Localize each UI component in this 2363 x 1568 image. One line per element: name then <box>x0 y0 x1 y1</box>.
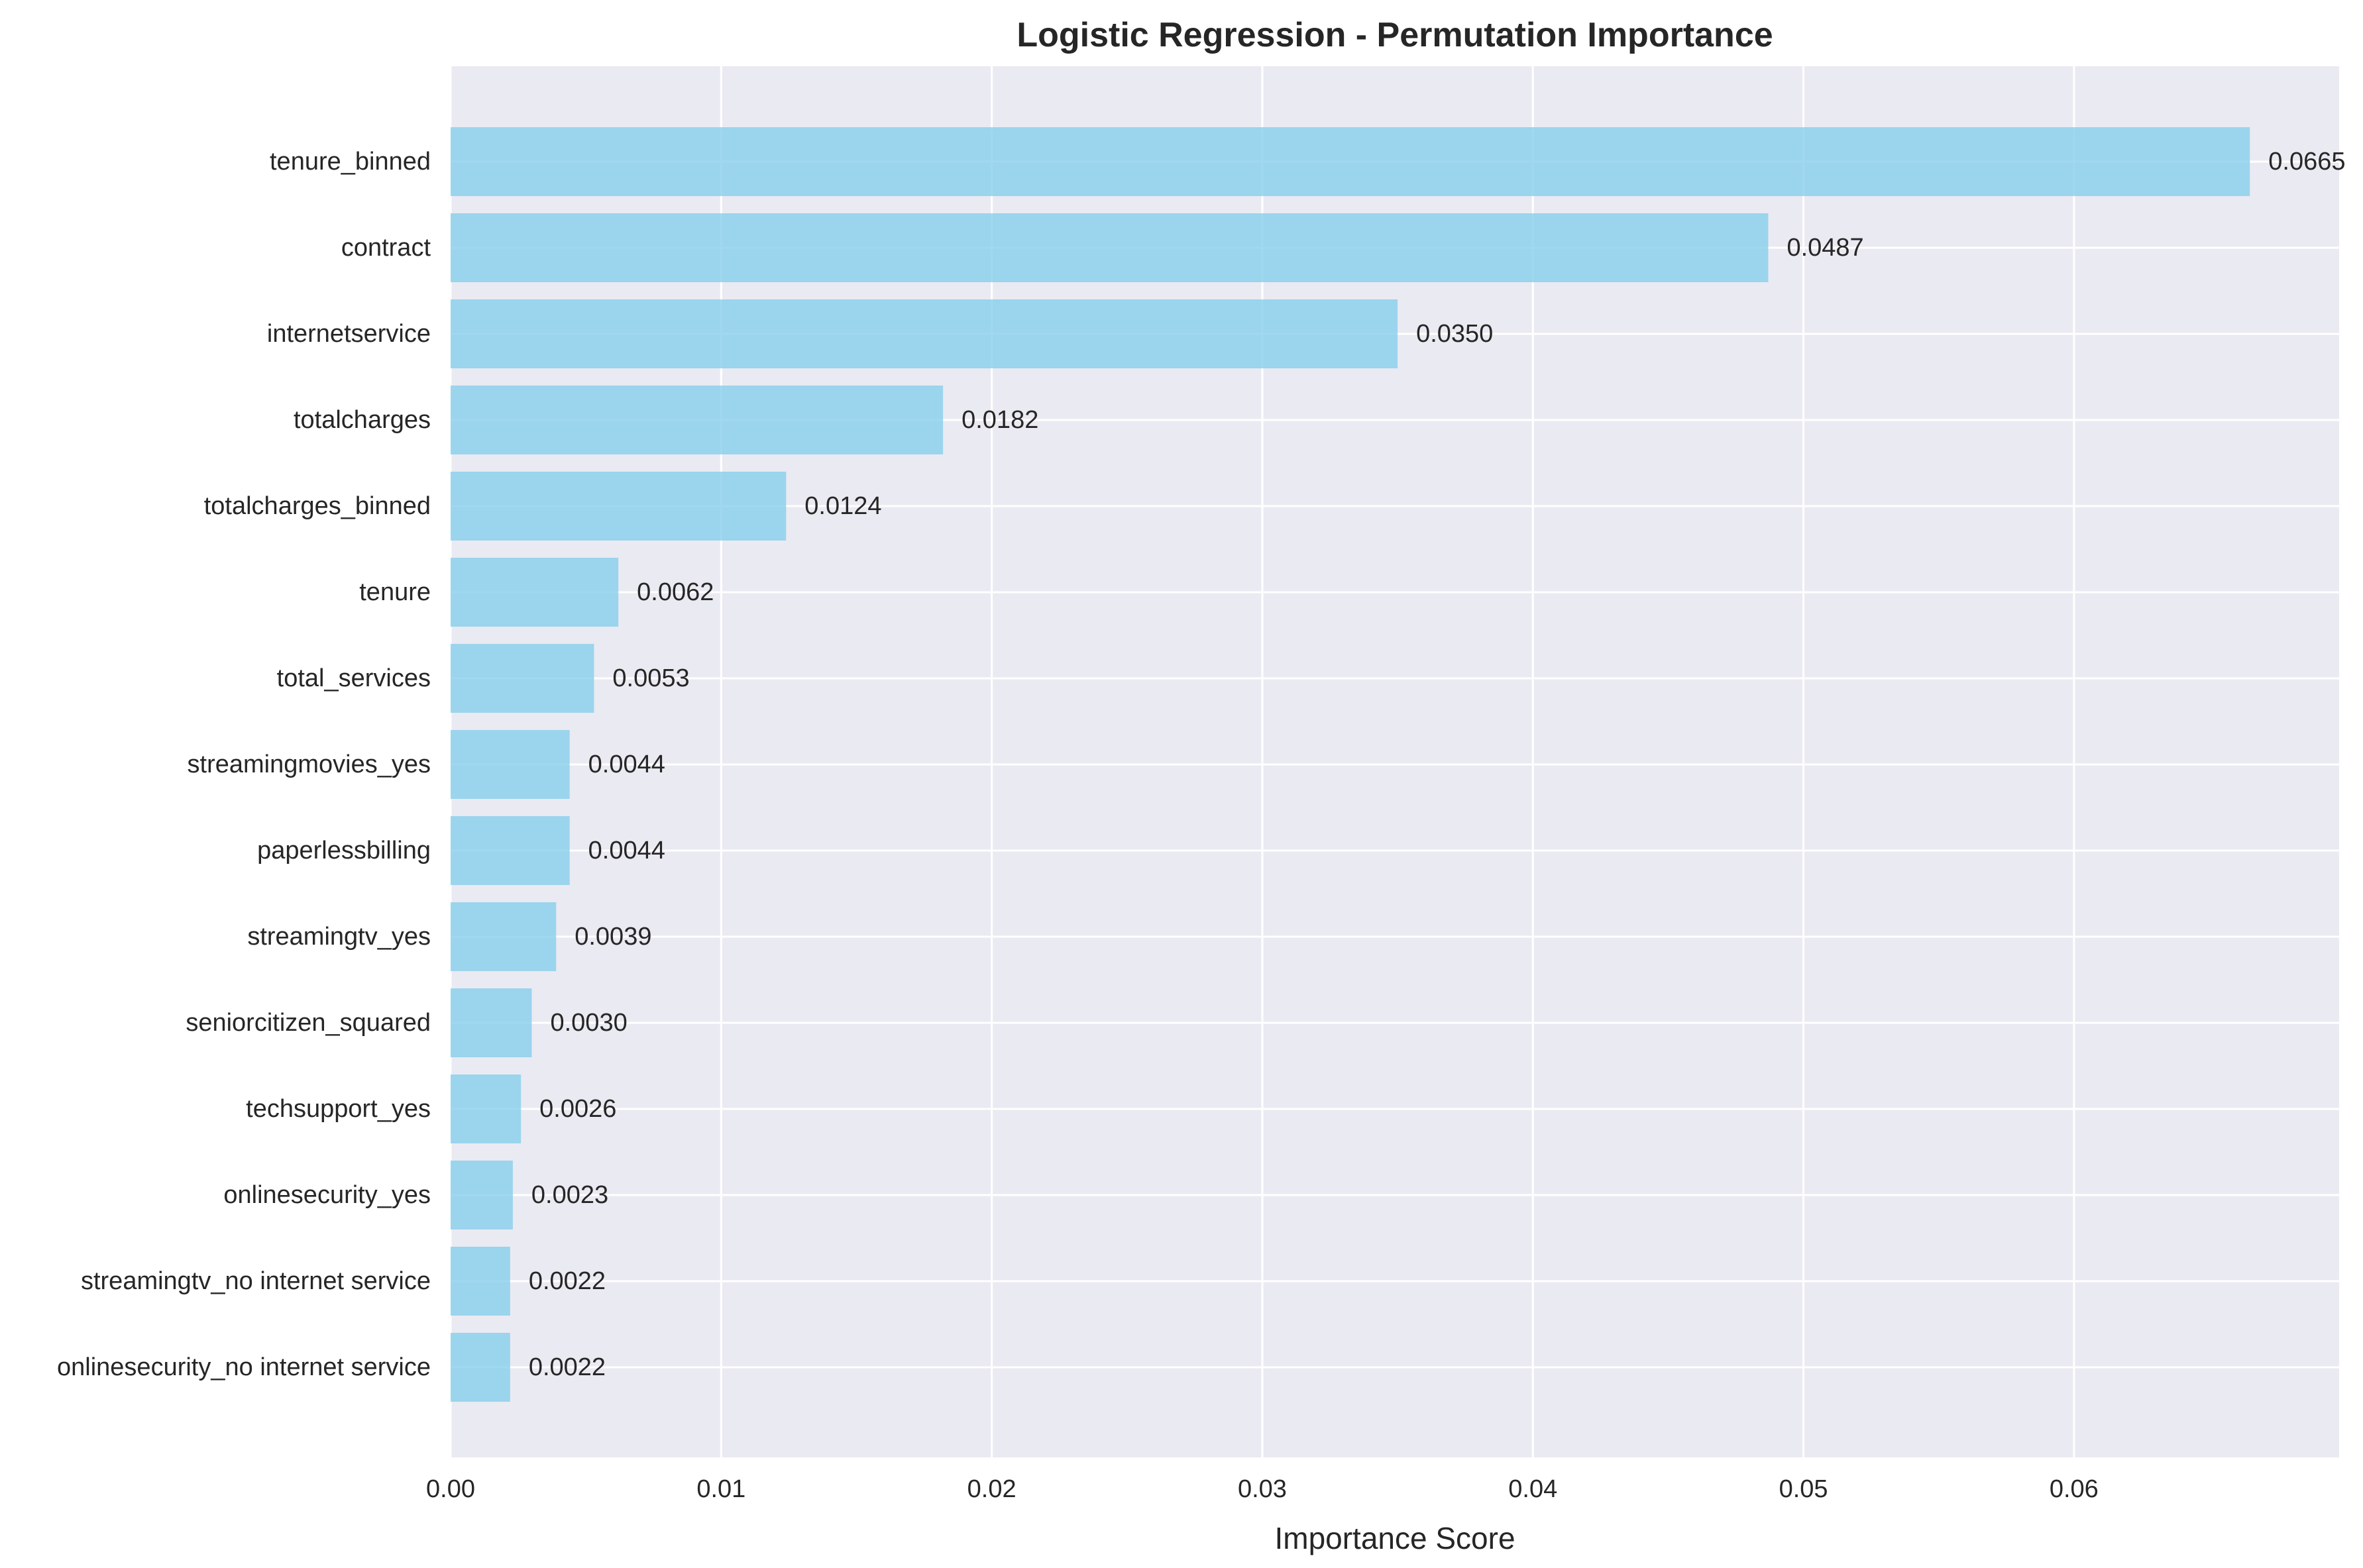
x-tick-label: 0.02 <box>967 1475 1017 1503</box>
x-tick-label: 0.05 <box>1779 1475 1828 1503</box>
bar-value-label: 0.0044 <box>588 751 665 778</box>
bar-streamingtv-yes <box>451 902 557 971</box>
bar-value-label: 0.0039 <box>575 923 651 951</box>
y-tick-label: onlinesecurity_no internet service <box>57 1353 431 1381</box>
chart-title: Logistic Regression - Permutation Import… <box>1017 16 1773 54</box>
bar-value-label: 0.0022 <box>529 1353 606 1381</box>
x-tick-labels: 0.00 0.01 0.02 0.03 0.04 0.05 0.06 <box>426 1475 2099 1503</box>
y-tick-label: internetservice <box>267 320 431 348</box>
bar-paperlessbilling <box>451 816 570 885</box>
bar-totalcharges-binned <box>451 472 787 541</box>
bar-onlinesecurity-no-internet-service <box>451 1333 510 1402</box>
x-tick-label: 0.04 <box>1508 1475 1557 1503</box>
bar-streamingmovies-yes <box>451 730 570 799</box>
y-tick-label: streamingtv_no internet service <box>81 1267 431 1295</box>
y-tick-label: streamingtv_yes <box>247 923 431 951</box>
x-tick-label: 0.01 <box>696 1475 745 1503</box>
value-labels: 0.0665 0.0487 0.0350 0.0182 0.0124 0.0062 0.00… <box>529 148 2346 1381</box>
bar-streamingtv-no-internet-service <box>451 1247 510 1316</box>
bar-value-label: 0.0030 <box>550 1009 627 1037</box>
x-axis-label: Importance Score <box>1274 1521 1515 1555</box>
x-tick-label: 0.06 <box>2050 1475 2099 1503</box>
y-tick-label: seniorcitizen_squared <box>186 1009 431 1037</box>
y-tick-label: paperlessbilling <box>257 837 431 864</box>
bar-tenure-binned <box>451 127 2250 196</box>
bar-value-label: 0.0044 <box>588 837 665 864</box>
y-tick-label: totalcharges_binned <box>204 492 431 520</box>
y-tick-label: total_services <box>277 664 431 692</box>
bars <box>451 127 2250 1402</box>
bar-value-label: 0.0026 <box>539 1095 616 1123</box>
bar-onlinesecurity-yes <box>451 1161 513 1229</box>
bar-value-label: 0.0665 <box>2268 148 2345 176</box>
bar-internetservice <box>451 299 1398 368</box>
bar-contract <box>451 213 1769 282</box>
bar-tenure <box>451 558 619 627</box>
bar-value-label: 0.0124 <box>804 492 881 520</box>
bar-value-label: 0.0182 <box>962 406 1038 434</box>
bar-value-label: 0.0022 <box>529 1267 606 1295</box>
y-tick-label: onlinesecurity_yes <box>223 1181 431 1209</box>
bar-techsupport-yes <box>451 1074 522 1143</box>
y-tick-label: streamingmovies_yes <box>188 751 431 778</box>
y-tick-label: tenure_binned <box>270 148 431 176</box>
bar-value-label: 0.0350 <box>1416 320 1493 348</box>
y-tick-labels: tenure_binned contract internetservice tota… <box>57 148 431 1381</box>
y-tick-label: contract <box>341 234 431 262</box>
plot-background <box>451 66 2339 1457</box>
x-tick-label: 0.03 <box>1238 1475 1287 1503</box>
bar-value-label: 0.0053 <box>612 664 689 692</box>
bar-totalcharges <box>451 386 944 454</box>
y-tick-label: tenure <box>359 578 431 606</box>
bar-value-label: 0.0023 <box>531 1181 608 1209</box>
x-tick-label: 0.00 <box>426 1475 475 1503</box>
bar-value-label: 0.0062 <box>637 578 714 606</box>
bar-value-label: 0.0487 <box>1786 234 1863 262</box>
y-tick-label: totalcharges <box>294 406 431 434</box>
y-tick-label: techsupport_yes <box>246 1095 431 1123</box>
bar-total-services <box>451 644 594 713</box>
bar-seniorcitizen-squared <box>451 988 532 1057</box>
